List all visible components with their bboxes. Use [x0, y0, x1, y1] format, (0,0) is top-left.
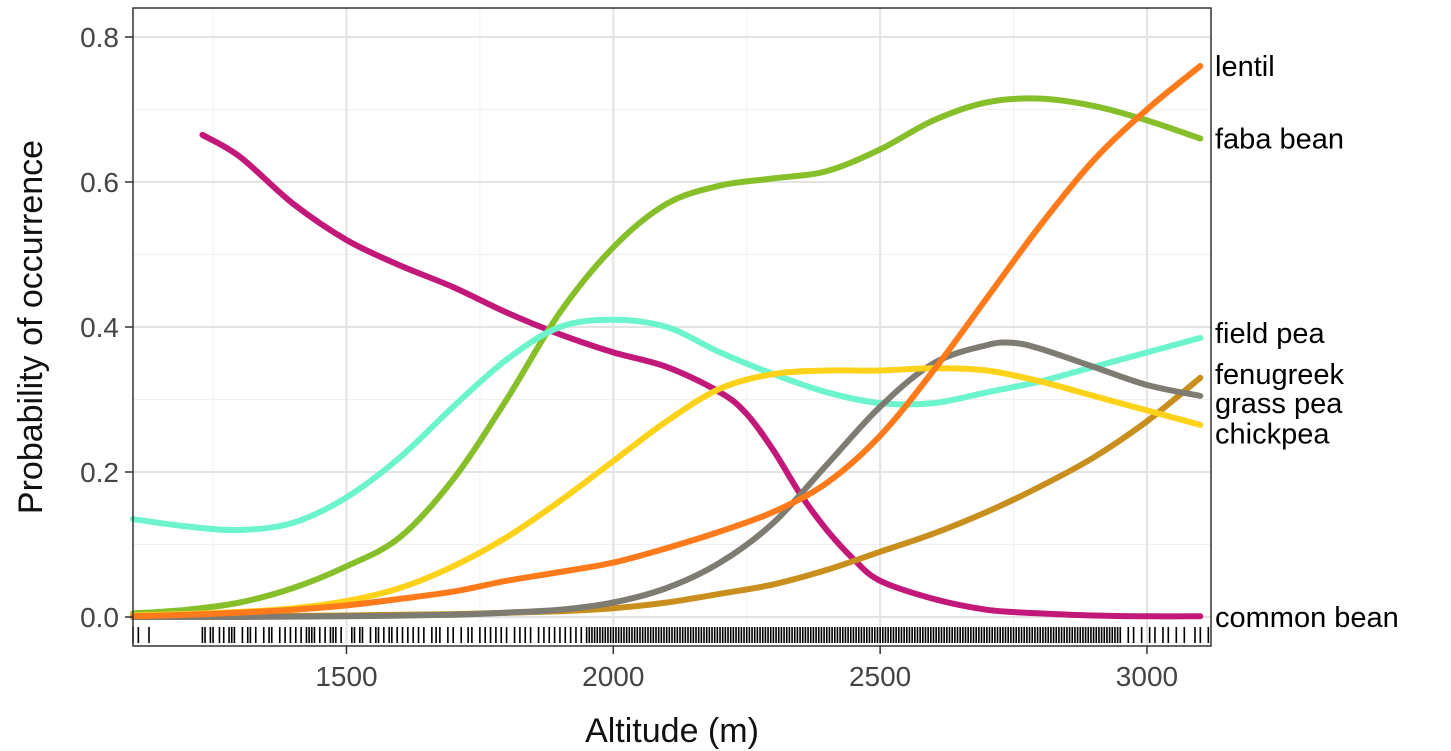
- series-label-common-bean: common bean: [1215, 602, 1399, 634]
- series-lines: [130, 63, 1204, 621]
- y-axis: 0.0 0.2 0.4 0.6 0.8: [80, 22, 133, 633]
- rug-plot: [132, 627, 1210, 643]
- x-tick-label: 2000: [582, 661, 644, 692]
- series-line-common-bean: [199, 131, 1204, 620]
- series-label-chickpea: chickpea: [1215, 419, 1330, 451]
- x-tick-label: 2500: [849, 661, 911, 692]
- x-tick-label: 1500: [315, 661, 377, 692]
- series-line-grass-pea: [130, 339, 1204, 621]
- x-tick-label: 3000: [1116, 661, 1178, 692]
- series-label-faba-bean: faba bean: [1215, 124, 1344, 156]
- y-axis-title: Probability of occurrence: [12, 140, 50, 514]
- y-tick-label: 0.4: [80, 312, 119, 343]
- x-axis: 1500 2000 2500 3000: [315, 646, 1178, 692]
- y-tick-label: 0.0: [80, 602, 119, 633]
- series-line-lentil: [130, 63, 1204, 620]
- y-tick-label: 0.2: [80, 457, 119, 488]
- series-label-grass-pea: grass pea: [1215, 388, 1343, 420]
- series-label-field-pea: field pea: [1215, 318, 1326, 350]
- y-tick-label: 0.8: [80, 22, 119, 53]
- y-tick-label: 0.6: [80, 167, 119, 198]
- x-axis-title: Altitude (m): [585, 712, 759, 750]
- series-labels: common bean faba bean field pea fenugreekgr…: [1215, 51, 1399, 634]
- series-line-faba-bean: [130, 95, 1204, 617]
- series-label-fenugreek: fenugreek: [1215, 359, 1344, 391]
- series-label-lentil: lentil: [1215, 51, 1275, 83]
- series-line-field-pea: [130, 316, 1204, 534]
